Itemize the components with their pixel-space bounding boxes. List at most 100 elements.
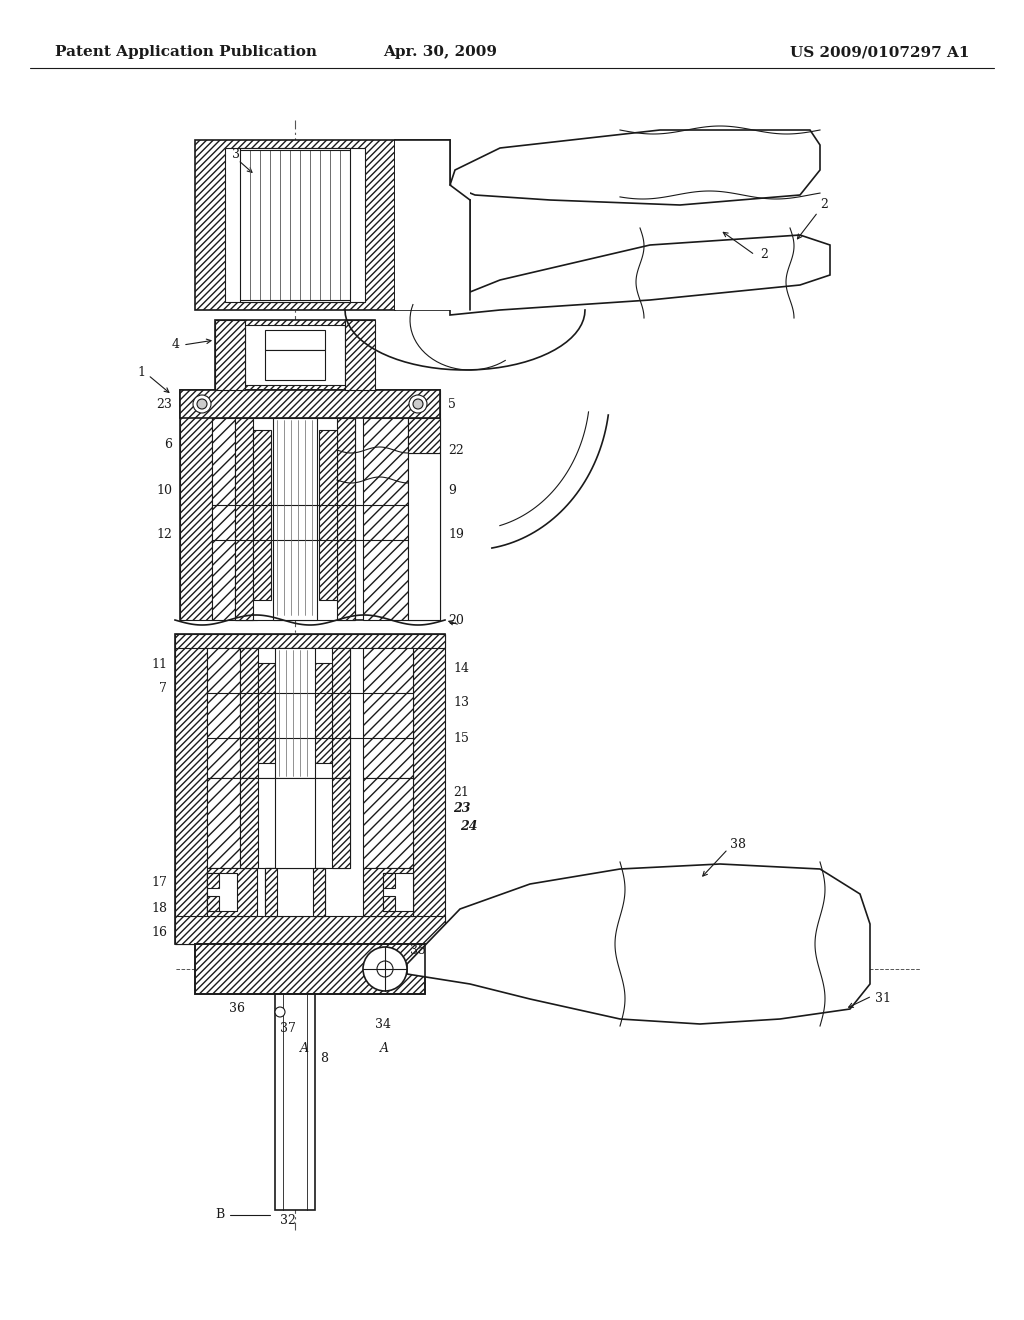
Bar	[275, 648, 315, 777]
Text: 17: 17	[152, 876, 167, 890]
Bar	[332, 777, 350, 869]
Bar	[215, 319, 375, 389]
Text: 19: 19	[449, 528, 464, 541]
Text: 37: 37	[280, 1023, 296, 1035]
Bar	[362, 777, 413, 869]
Bar	[319, 430, 337, 601]
Bar	[175, 634, 207, 944]
Text: 5: 5	[449, 397, 456, 411]
Circle shape	[362, 946, 407, 991]
Bar	[408, 453, 440, 620]
Bar	[273, 418, 317, 620]
Text: 36: 36	[229, 1002, 245, 1015]
Bar	[265, 330, 325, 350]
Bar	[175, 916, 445, 944]
Text: 2: 2	[820, 198, 827, 211]
Bar	[175, 634, 445, 944]
Bar	[207, 873, 237, 911]
Bar	[362, 418, 408, 620]
Bar	[195, 944, 425, 994]
Text: Patent Application Publication: Patent Application Publication	[55, 45, 317, 59]
Bar	[240, 777, 350, 869]
Text: 2: 2	[760, 248, 768, 261]
Bar	[413, 634, 445, 944]
Bar	[408, 389, 440, 620]
Circle shape	[409, 395, 427, 413]
Text: 11: 11	[151, 657, 167, 671]
Text: 16: 16	[151, 927, 167, 940]
Bar	[207, 873, 219, 888]
Circle shape	[377, 961, 393, 977]
Bar	[180, 389, 440, 418]
Polygon shape	[395, 140, 470, 310]
Bar	[265, 869, 325, 916]
Text: 15: 15	[453, 731, 469, 744]
Bar	[207, 896, 219, 911]
Text: 3: 3	[232, 149, 240, 161]
Text: 35: 35	[410, 945, 426, 957]
Bar	[313, 869, 325, 916]
Text: 20: 20	[449, 614, 464, 627]
Bar	[234, 418, 253, 620]
Bar	[265, 869, 278, 916]
Bar	[395, 140, 450, 310]
Text: 31: 31	[874, 993, 891, 1006]
Text: 24: 24	[460, 820, 477, 833]
Text: 1: 1	[137, 366, 145, 379]
Bar	[383, 896, 395, 911]
Bar	[225, 148, 365, 302]
Circle shape	[413, 399, 423, 409]
Text: 38: 38	[730, 837, 746, 850]
Text: US 2009/0107297 A1: US 2009/0107297 A1	[791, 45, 970, 59]
Bar	[195, 944, 425, 994]
Text: 14: 14	[453, 661, 469, 675]
Text: 4: 4	[172, 338, 180, 351]
Text: 21: 21	[453, 787, 469, 800]
Bar	[337, 418, 355, 620]
Text: 6: 6	[164, 438, 172, 451]
Circle shape	[193, 395, 211, 413]
Text: 18: 18	[151, 902, 167, 915]
Text: 8: 8	[319, 1052, 328, 1065]
Polygon shape	[450, 129, 820, 205]
Bar	[240, 148, 350, 302]
Bar	[275, 994, 315, 1210]
Text: Apr. 30, 2009: Apr. 30, 2009	[383, 45, 497, 59]
Text: 23: 23	[156, 397, 172, 411]
Bar	[207, 869, 257, 916]
Text: 22: 22	[449, 444, 464, 457]
Bar	[240, 648, 350, 777]
Bar	[240, 648, 258, 777]
Circle shape	[197, 399, 207, 409]
Text: A: A	[300, 1043, 309, 1056]
Bar	[302, 663, 332, 763]
Bar	[207, 648, 257, 777]
Bar	[234, 418, 355, 620]
Bar	[180, 389, 440, 620]
Circle shape	[275, 1007, 285, 1016]
Text: A: A	[380, 1043, 389, 1056]
Bar	[275, 777, 315, 869]
Bar	[332, 648, 350, 777]
Polygon shape	[407, 865, 870, 1024]
Bar	[395, 185, 470, 201]
Bar	[215, 319, 245, 389]
Bar	[408, 418, 440, 453]
Text: 12: 12	[156, 528, 172, 541]
Text: 9: 9	[449, 483, 456, 496]
Bar	[253, 430, 271, 601]
Bar	[180, 389, 212, 620]
Polygon shape	[450, 235, 830, 315]
Bar	[395, 201, 470, 310]
Bar	[362, 869, 413, 916]
Bar	[195, 140, 395, 310]
Text: 13: 13	[453, 697, 469, 710]
Bar	[362, 648, 413, 777]
Bar	[240, 777, 258, 869]
Bar	[245, 325, 345, 385]
Text: 34: 34	[375, 1018, 391, 1031]
Text: 32: 32	[280, 1213, 296, 1226]
Bar	[258, 663, 288, 763]
Bar	[383, 873, 395, 888]
Text: 7: 7	[159, 681, 167, 694]
